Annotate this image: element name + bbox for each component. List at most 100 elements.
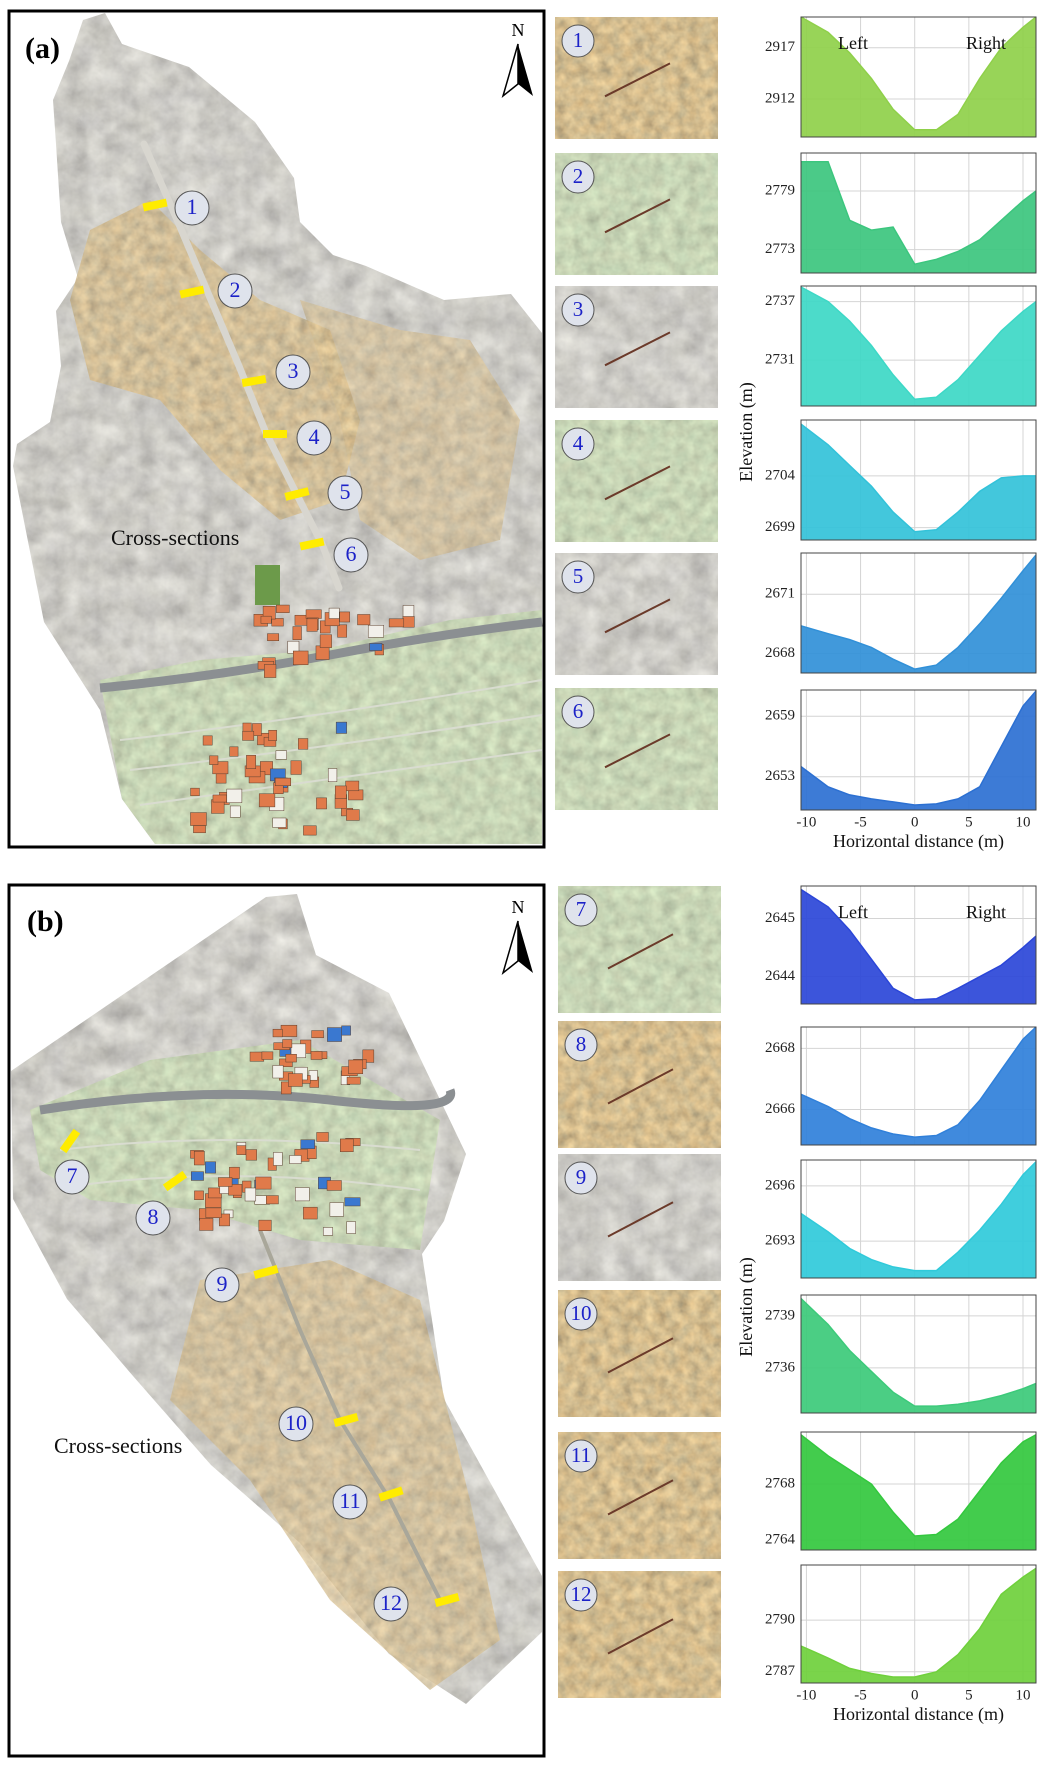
building: [346, 781, 359, 791]
section-number: 2: [230, 277, 241, 302]
building: [191, 1172, 203, 1181]
x-tick-label: 5: [965, 1687, 973, 1703]
thumbnail-number: 1: [573, 28, 584, 52]
x-tick-label: -5: [854, 1687, 867, 1703]
y-tick-label: 2787: [765, 1663, 796, 1679]
section-line: [143, 203, 166, 208]
building: [342, 1026, 351, 1035]
y-tick-label: 2917: [765, 39, 796, 55]
y-tick-label: 2736: [765, 1359, 796, 1375]
section-number: 12: [380, 1590, 402, 1615]
building: [349, 1060, 363, 1074]
y-tick-label: 2699: [765, 519, 795, 535]
y-tick-label: 2764: [765, 1532, 796, 1548]
building: [320, 635, 332, 648]
thumbnail-number: 2: [573, 164, 584, 188]
building: [330, 1203, 344, 1217]
building: [291, 761, 301, 775]
building: [262, 1052, 273, 1060]
building: [273, 1029, 282, 1037]
building: [403, 616, 414, 627]
building: [311, 1051, 322, 1059]
x-axis-title: Horizontal distance (m): [833, 831, 1004, 852]
building: [303, 826, 316, 835]
building: [298, 739, 308, 750]
map-label: Cross-sections: [111, 525, 239, 550]
building: [340, 1139, 353, 1152]
building: [370, 643, 382, 650]
building: [230, 747, 238, 756]
y-tick-label: 2773: [765, 241, 795, 257]
building: [246, 755, 255, 768]
section-number: 11: [339, 1488, 360, 1513]
building: [194, 1191, 203, 1200]
thumbnail-number: 7: [576, 897, 587, 921]
building: [329, 608, 339, 618]
y-tick-label: 2644: [765, 968, 796, 984]
building: [336, 722, 346, 733]
x-tick-label: 0: [911, 1687, 919, 1703]
section-number: 1: [187, 194, 198, 219]
building: [347, 1077, 360, 1084]
y-axis-title: Elevation (m): [736, 382, 757, 481]
building: [272, 618, 284, 626]
annotation: Left: [838, 902, 868, 922]
building: [323, 1227, 332, 1235]
map-label: Cross-sections: [54, 1433, 182, 1458]
building: [261, 616, 271, 623]
building: [205, 1162, 215, 1173]
annotation: Right: [966, 33, 1006, 53]
section-number: 6: [346, 541, 357, 566]
building: [273, 1065, 283, 1078]
building: [335, 786, 346, 799]
building: [200, 1218, 213, 1230]
section-number: 4: [309, 424, 320, 449]
building: [327, 1028, 341, 1042]
building: [358, 614, 370, 624]
y-tick-label: 2693: [765, 1233, 795, 1249]
building: [193, 826, 205, 833]
section-number: 3: [288, 358, 299, 383]
building: [307, 619, 317, 632]
y-tick-label: 2768: [765, 1475, 795, 1491]
building: [227, 789, 242, 803]
building: [348, 790, 363, 800]
y-axis-title: Elevation (m): [736, 1257, 757, 1356]
figure: 123456 (a) Cross-sections N 789101112 (b…: [0, 0, 1049, 1762]
y-tick-label: 2779: [765, 182, 795, 198]
section-line: [300, 542, 323, 547]
building: [269, 730, 277, 740]
building: [259, 1220, 271, 1231]
x-tick-label: -10: [796, 1687, 816, 1703]
thumbnail-number: 9: [576, 1165, 587, 1189]
section-line: [242, 379, 266, 383]
field: [255, 565, 280, 605]
thumbnail-number: 5: [573, 564, 584, 588]
x-tick-label: -10: [796, 814, 816, 830]
y-tick-label: 2731: [765, 352, 795, 368]
building: [203, 736, 212, 745]
section-number: 7: [67, 1163, 78, 1188]
building: [306, 610, 321, 619]
building: [273, 818, 286, 828]
panel-label: (a): [25, 32, 60, 65]
building: [243, 731, 254, 740]
annotation: Right: [966, 902, 1006, 922]
building: [267, 634, 278, 641]
building: [266, 1196, 278, 1204]
building: [210, 756, 218, 765]
building: [218, 1178, 232, 1187]
building: [288, 1074, 302, 1087]
north-label: N: [512, 897, 525, 917]
x-axis-title: Horizontal distance (m): [833, 1704, 1004, 1725]
building: [316, 798, 326, 809]
y-tick-label: 2645: [765, 910, 795, 926]
y-tick-label: 2659: [765, 708, 795, 724]
building: [340, 612, 350, 622]
building: [276, 605, 289, 613]
building: [283, 1040, 292, 1048]
building: [229, 1167, 239, 1178]
building: [368, 625, 383, 637]
building: [237, 1146, 246, 1155]
